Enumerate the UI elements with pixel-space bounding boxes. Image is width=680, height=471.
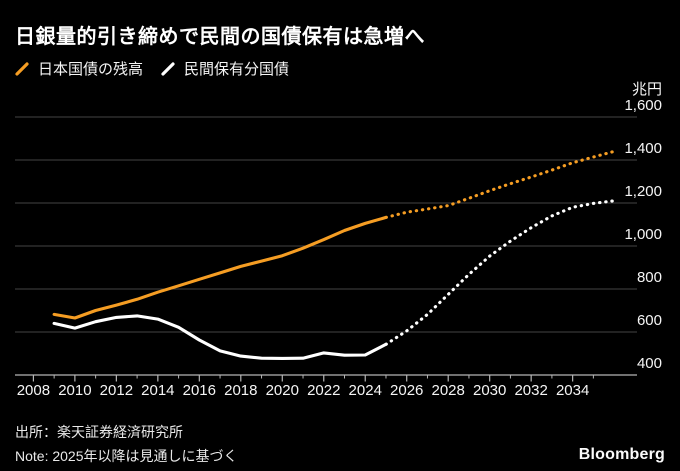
x-tick-label-2022: 2022 <box>307 382 341 399</box>
x-tick-label-2030: 2030 <box>472 382 507 399</box>
y-tick-label-1000: 1,000 <box>624 226 662 243</box>
source-text: 出所：楽天証券経済研究所 <box>15 424 183 440</box>
series-1-forecast-line <box>384 199 616 346</box>
legend-item-jgb-total: 日本国債の残高 <box>15 58 143 79</box>
y-tick-label-1600: 1,600 <box>624 97 662 114</box>
white-slash-icon <box>161 61 175 76</box>
orange-slash-icon <box>15 61 29 76</box>
x-tick-label-2032: 2032 <box>514 382 548 399</box>
series-1-actual-line <box>52 314 388 360</box>
y-axis-unit-label: 兆円 <box>631 81 662 98</box>
x-tick-label-2008: 2008 <box>16 382 51 399</box>
y-tick-label-1400: 1,400 <box>624 140 662 157</box>
legend-label-jgb-total: 日本国債の残高 <box>38 61 144 78</box>
legend-item-private-holdings: 民間保有分国債 <box>161 58 289 79</box>
x-tick-label-2014: 2014 <box>141 382 175 399</box>
x-tick-label-2018: 2018 <box>224 382 258 399</box>
x-tick-label-2026: 2026 <box>390 382 424 399</box>
series-0-forecast-line <box>384 149 616 219</box>
note-text: Note: 2025年以降は見通しに基づく <box>15 448 238 464</box>
chart-title: 日銀量的引き締めで民間の国債保有は急増へ <box>15 26 425 48</box>
x-tick-label-2020: 2020 <box>265 382 299 399</box>
x-tick-label-2016: 2016 <box>182 382 216 399</box>
y-tick-label-400: 400 <box>636 355 662 372</box>
x-tick-label-2024: 2024 <box>348 382 382 399</box>
y-tick-label-800: 800 <box>636 269 662 286</box>
legend: 日本国債の残高 民間保有分国債 <box>15 58 289 79</box>
x-tick-label-2010: 2010 <box>58 382 92 399</box>
bloomberg-logo: Bloomberg <box>578 446 665 463</box>
x-tick-label-2034: 2034 <box>555 382 590 399</box>
legend-label-private-holdings: 民間保有分国債 <box>184 61 290 78</box>
x-tick-label-2028: 2028 <box>431 382 465 399</box>
orange-slash-stroke <box>15 61 29 76</box>
series-0-actual-line <box>52 215 388 320</box>
white-slash-stroke <box>161 61 175 76</box>
x-tick-label-2012: 2012 <box>99 382 134 399</box>
y-tick-label-1200: 1,200 <box>624 183 662 200</box>
y-tick-label-600: 600 <box>636 312 662 329</box>
